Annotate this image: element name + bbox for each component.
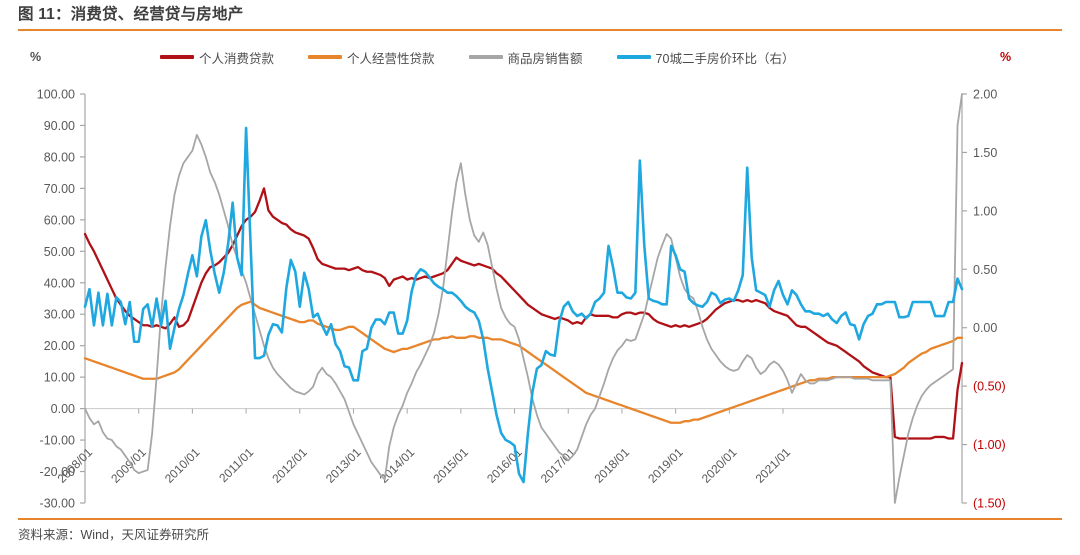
right-axis-tick-label: (1.50) bbox=[973, 497, 1006, 511]
right-axis-tick-label: (0.50) bbox=[973, 380, 1006, 394]
legend-label-consumer-loan: 个人消费贷款 bbox=[199, 51, 275, 66]
x-axis-tick-label: 2019/01 bbox=[645, 445, 686, 486]
right-axis-tick-label: 2.00 bbox=[973, 88, 997, 102]
footer-divider bbox=[18, 518, 1062, 520]
x-axis-tick-label: 2018/01 bbox=[591, 445, 632, 486]
x-axis-tick-label: 2020/01 bbox=[699, 445, 740, 486]
x-axis-tick-label: 2014/01 bbox=[377, 445, 418, 486]
right-axis-tick-label: 0.00 bbox=[973, 321, 997, 335]
left-axis-tick-label: -30.00 bbox=[40, 497, 75, 511]
x-axis-tick-label: 2012/01 bbox=[269, 445, 310, 486]
left-axis-tick-label: 90.00 bbox=[44, 119, 75, 133]
legend-label-housing-sales: 商品房销售额 bbox=[507, 51, 583, 66]
left-axis-tick-label: 20.00 bbox=[44, 339, 75, 353]
chart-title-bar: 图 11：消费贷、经营贷与房地产 bbox=[18, 2, 1062, 30]
left-axis-tick-label: 40.00 bbox=[44, 276, 75, 290]
legend-item-housing-sales[interactable]: 商品房销售额 bbox=[468, 48, 583, 67]
left-axis-unit-label: % bbox=[30, 50, 42, 64]
legend-swatch-business-loan bbox=[308, 55, 343, 59]
left-axis-tick-label: 10.00 bbox=[44, 371, 75, 385]
right-axis-tick-label: (1.00) bbox=[973, 438, 1006, 452]
left-axis-tick-label: 50.00 bbox=[44, 245, 75, 259]
x-axis-tick-label: 2010/01 bbox=[162, 445, 203, 486]
x-axis-tick-label: 2021/01 bbox=[753, 445, 794, 486]
legend-swatch-housing-sales bbox=[468, 55, 503, 59]
left-axis-tick-label: 80.00 bbox=[44, 150, 75, 164]
title-divider bbox=[18, 29, 1062, 31]
series-line-3 bbox=[83, 126, 964, 484]
legend-item-consumer-loan[interactable]: 个人消费贷款 bbox=[160, 48, 274, 67]
x-axis-tick-label: 2009/01 bbox=[108, 445, 149, 486]
left-axis-tick-label: 0.00 bbox=[51, 402, 75, 416]
series-line-0 bbox=[83, 187, 964, 440]
left-axis-tick-label: 100.00 bbox=[37, 88, 75, 102]
x-axis-tick-label: 2013/01 bbox=[323, 445, 364, 486]
legend-swatch-consumer-loan bbox=[160, 55, 194, 59]
series-line-2 bbox=[84, 93, 963, 504]
legend-item-business-loan[interactable]: 个人经营性贷款 bbox=[308, 48, 435, 67]
left-axis-tick-label: -20.00 bbox=[40, 465, 75, 479]
legend-label-house-price: 70城二手房价环比（右） bbox=[655, 51, 795, 66]
x-axis-tick-label: 2015/01 bbox=[430, 445, 471, 486]
left-axis-tick-label: -10.00 bbox=[40, 434, 75, 448]
legend-swatch-house-price bbox=[616, 55, 651, 59]
page-title: 图 11：消费贷、经营贷与房地产 bbox=[18, 6, 244, 23]
legend-item-house-price[interactable]: 70城二手房价环比（右） bbox=[616, 48, 795, 67]
chart-legend: 个人消费贷款 个人经营性贷款 商品房销售额 70城二手房价环比（右） bbox=[160, 46, 960, 68]
series-line-1 bbox=[83, 300, 964, 424]
right-axis-tick-label: 1.50 bbox=[973, 146, 997, 160]
legend-label-business-loan: 个人经营性贷款 bbox=[347, 51, 435, 66]
left-axis-tick-label: 70.00 bbox=[44, 182, 75, 196]
x-axis-tick-label: 2011/01 bbox=[216, 445, 256, 485]
right-axis-unit-label: % bbox=[1000, 50, 1012, 64]
source-note: 资料来源：Wind，天风证券研究所 bbox=[18, 528, 209, 542]
left-axis-tick-label: 30.00 bbox=[44, 308, 75, 322]
left-axis-tick-label: 60.00 bbox=[44, 213, 75, 227]
right-axis-tick-label: 0.50 bbox=[973, 263, 997, 277]
right-axis-tick-label: 1.00 bbox=[973, 204, 997, 218]
